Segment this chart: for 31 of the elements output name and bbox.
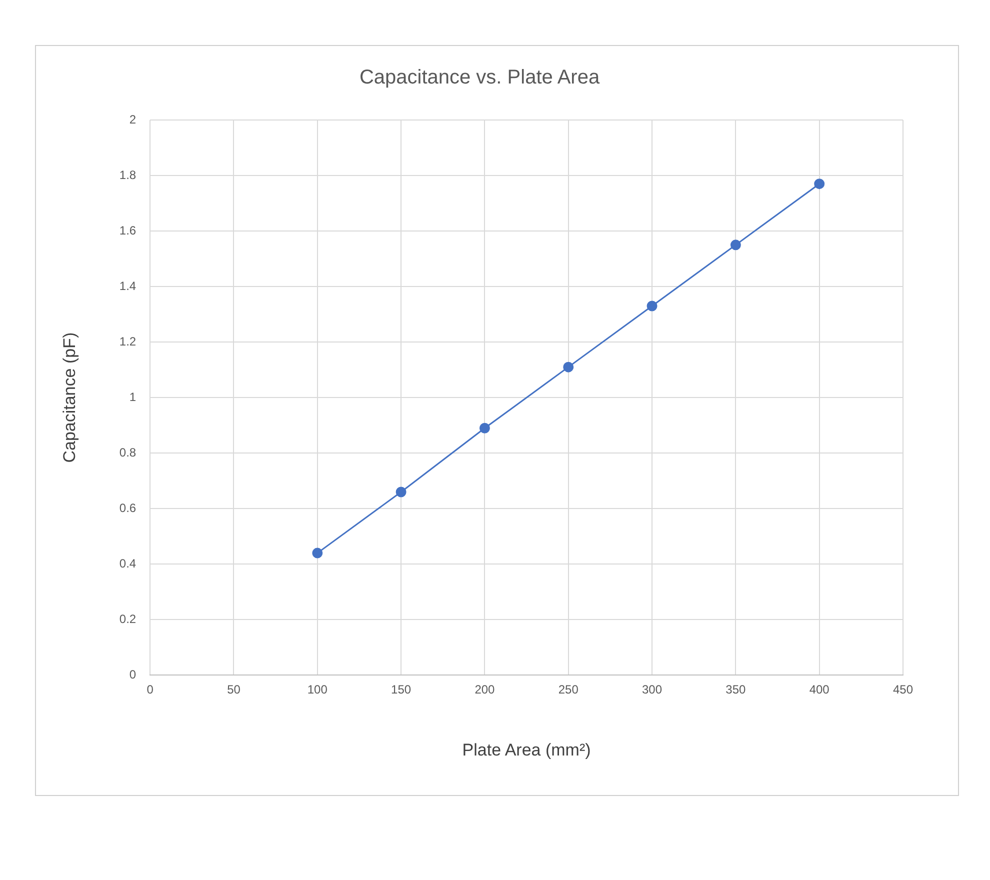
y-tick-label: 1.4 — [119, 278, 136, 293]
point — [646, 300, 658, 312]
x-tick-label: 300 — [642, 682, 662, 697]
y-tick-label: 1.2 — [119, 334, 136, 348]
y-tick-label: 1 — [129, 390, 136, 404]
y-axis-title: Capacitance (pF) — [60, 332, 79, 463]
x-tick-label: 0 — [146, 682, 154, 697]
x-tick-label: 100 — [307, 682, 328, 697]
x-tick-label: 150 — [391, 682, 412, 697]
x-tick-label: 250 — [558, 682, 579, 697]
y-tick-label: 1.8 — [119, 168, 136, 182]
x-tick-label: 200 — [474, 682, 496, 697]
point — [479, 422, 490, 434]
x-tick-label: 350 — [726, 682, 746, 697]
y-tick-label: 0.6 — [119, 500, 136, 515]
x-axis-title: Plate Area (mm²) — [462, 740, 591, 760]
y-tick-label: 1.6 — [119, 223, 136, 238]
point — [396, 486, 406, 498]
point — [814, 178, 825, 190]
chart-title: Capacitance vs. Plate Area — [359, 66, 600, 89]
y-tick-label: 0 — [129, 668, 136, 682]
y-tick-label: 0.2 — [119, 612, 136, 626]
x-tick-label: 50 — [227, 682, 241, 697]
point — [312, 548, 323, 558]
point — [730, 240, 741, 250]
x-tick-label: 450 — [892, 682, 914, 697]
y-tick-label: 0.8 — [119, 445, 136, 460]
point — [563, 362, 574, 372]
y-tick-label: 0.4 — [119, 556, 136, 570]
y-tick-label: 2 — [129, 112, 136, 126]
x-tick-label: 400 — [809, 682, 830, 697]
